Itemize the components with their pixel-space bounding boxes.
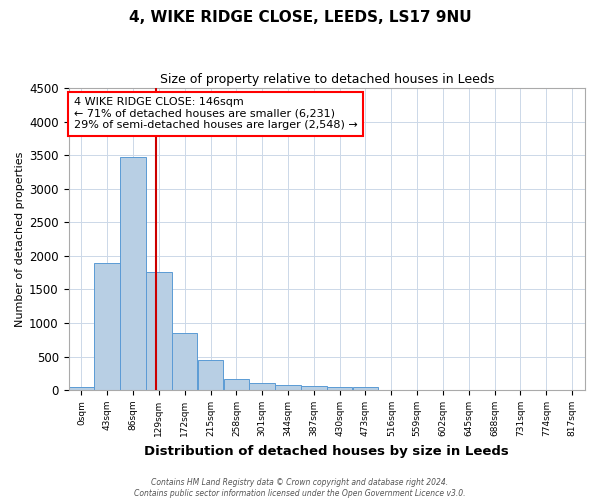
Bar bbox=[198, 360, 223, 390]
Bar bbox=[68, 386, 94, 390]
Y-axis label: Number of detached properties: Number of detached properties bbox=[15, 152, 25, 327]
Bar bbox=[353, 388, 378, 390]
Bar bbox=[121, 156, 146, 390]
Bar bbox=[250, 382, 275, 390]
Bar bbox=[224, 380, 249, 390]
Bar bbox=[275, 384, 301, 390]
Bar bbox=[94, 262, 120, 390]
Bar bbox=[146, 272, 172, 390]
Text: Contains HM Land Registry data © Crown copyright and database right 2024.
Contai: Contains HM Land Registry data © Crown c… bbox=[134, 478, 466, 498]
Title: Size of property relative to detached houses in Leeds: Size of property relative to detached ho… bbox=[160, 72, 494, 86]
Bar bbox=[327, 388, 352, 390]
Bar bbox=[301, 386, 326, 390]
X-axis label: Distribution of detached houses by size in Leeds: Distribution of detached houses by size … bbox=[145, 444, 509, 458]
Text: 4, WIKE RIDGE CLOSE, LEEDS, LS17 9NU: 4, WIKE RIDGE CLOSE, LEEDS, LS17 9NU bbox=[128, 10, 472, 25]
Text: 4 WIKE RIDGE CLOSE: 146sqm
← 71% of detached houses are smaller (6,231)
29% of s: 4 WIKE RIDGE CLOSE: 146sqm ← 71% of deta… bbox=[74, 97, 358, 130]
Bar bbox=[172, 333, 197, 390]
